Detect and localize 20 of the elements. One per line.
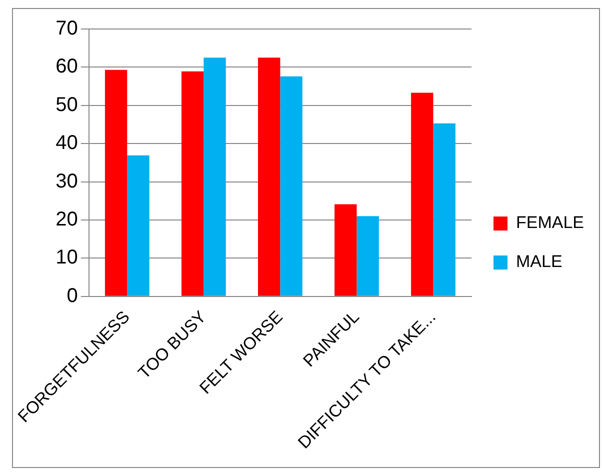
y-tick-label: 50 [56,94,78,116]
bar [127,155,150,296]
bar [181,71,204,296]
bar [356,216,379,296]
bar [104,70,128,296]
bar [258,58,280,296]
y-tick-label: 30 [56,170,78,192]
y-tick-label: 60 [56,56,78,78]
y-tick-label: 10 [56,246,78,269]
bar [280,76,302,296]
y-tick-label: 20 [56,208,78,230]
bar [411,92,434,296]
legend-label: FEMALE [516,213,584,232]
legend-label: MALE [516,252,562,272]
bar [204,58,226,296]
bar [334,204,357,296]
y-tick-label: 70 [56,18,78,40]
bar [433,123,456,296]
y-tick-label: 0 [66,284,78,307]
y-tick-label: 40 [56,132,78,154]
